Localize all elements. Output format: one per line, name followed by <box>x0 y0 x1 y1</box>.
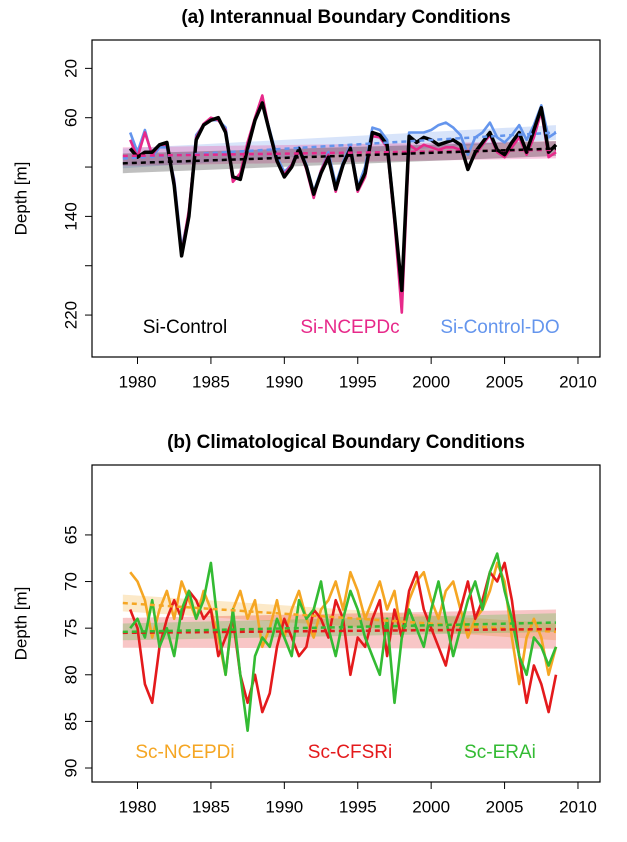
plot-frame <box>91 39 601 358</box>
chart-title: (a) Interannual Boundary Conditions <box>181 7 510 28</box>
legend-label: Sc-NCEPDi <box>135 742 234 763</box>
x-tick-label: 1990 <box>265 797 303 816</box>
x-tick-label: 2000 <box>412 372 450 391</box>
y-tick-label: 80 <box>61 665 80 684</box>
x-tick-label: 1995 <box>339 372 377 391</box>
x-tick-label: 2000 <box>412 797 450 816</box>
y-tick-label: 20 <box>61 59 80 78</box>
x-tick-label: 2010 <box>559 372 597 391</box>
y-tick-label: 65 <box>61 525 80 544</box>
x-tick-label: 1980 <box>119 372 157 391</box>
legend-label: Sc-CFSRi <box>308 742 392 763</box>
trend-line <box>122 621 556 634</box>
x-tick-label: 2010 <box>559 797 597 816</box>
x-tick-label: 1985 <box>192 797 230 816</box>
trend-line <box>122 627 556 635</box>
legend-label: Sc-ERAi <box>464 742 536 763</box>
panel: (a) Interannual Boundary Conditions Depth… <box>11 7 601 391</box>
panel: (b) Climatological Boundary Conditions De… <box>11 432 601 816</box>
trend-line <box>122 147 556 165</box>
legend-label: Si-NCEPDc <box>300 317 399 338</box>
x-tick-label: 1980 <box>119 797 157 816</box>
x-tick-label: 1985 <box>192 372 230 391</box>
chart-title: (b) Climatological Boundary Conditions <box>167 432 525 453</box>
plot-frame <box>91 464 601 783</box>
y-tick-label: 60 <box>61 108 80 127</box>
y-tick-label: 220 <box>61 301 80 329</box>
y-tick-label: 90 <box>61 759 80 778</box>
x-tick-label: 2005 <box>486 372 524 391</box>
x-tick-label: 2005 <box>486 797 524 816</box>
x-tick-label: 1995 <box>339 797 377 816</box>
legend-label: Si-Control-DO <box>440 317 559 338</box>
series-line <box>128 101 558 293</box>
y-tick-label: 85 <box>61 712 80 731</box>
trend-line <box>122 601 557 634</box>
y-axis-label: Depth [m] <box>11 162 30 236</box>
y-tick-label: 75 <box>61 619 80 638</box>
y-axis-label: Depth [m] <box>11 587 30 661</box>
legend-label: Si-Control <box>143 317 227 338</box>
y-tick-label: 140 <box>61 202 80 230</box>
y-tick-label: 70 <box>61 572 80 591</box>
x-tick-label: 1990 <box>265 372 303 391</box>
